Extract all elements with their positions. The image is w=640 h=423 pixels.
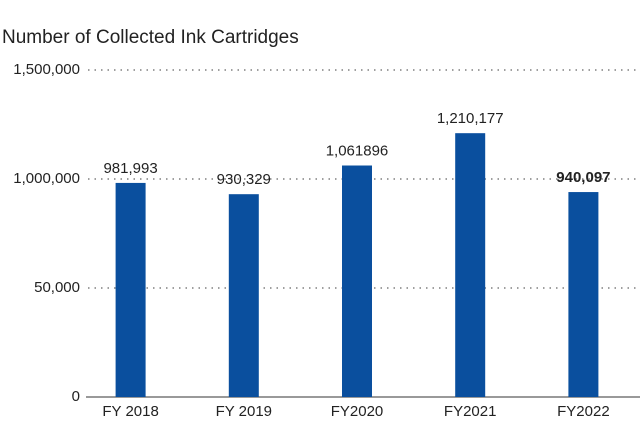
- y-tick-label: 0: [72, 388, 80, 405]
- bar: [115, 182, 146, 397]
- x-tick-label: FY2020: [331, 403, 384, 420]
- x-tick-label: FY 2018: [102, 403, 158, 420]
- data-label: 1,061896: [326, 142, 389, 159]
- data-label: 1,210,177: [437, 110, 504, 127]
- x-tick-label: FY 2019: [216, 403, 272, 420]
- chart-title: Number of Collected Ink Cartridges: [2, 27, 299, 48]
- data-label: 981,993: [103, 160, 157, 177]
- bar: [568, 192, 599, 397]
- bar: [342, 165, 372, 397]
- x-tick-label: FY2021: [444, 403, 497, 420]
- bar: [228, 194, 259, 397]
- bar: [455, 133, 486, 398]
- y-tick-label: 1,500,000: [13, 61, 80, 78]
- x-tick-label: FY2022: [557, 403, 610, 420]
- y-tick-label: 1,000,000: [13, 170, 80, 187]
- y-tick-label: 50,000: [34, 279, 80, 296]
- data-label: 940,097: [556, 169, 610, 186]
- data-label: 930,329: [217, 171, 271, 188]
